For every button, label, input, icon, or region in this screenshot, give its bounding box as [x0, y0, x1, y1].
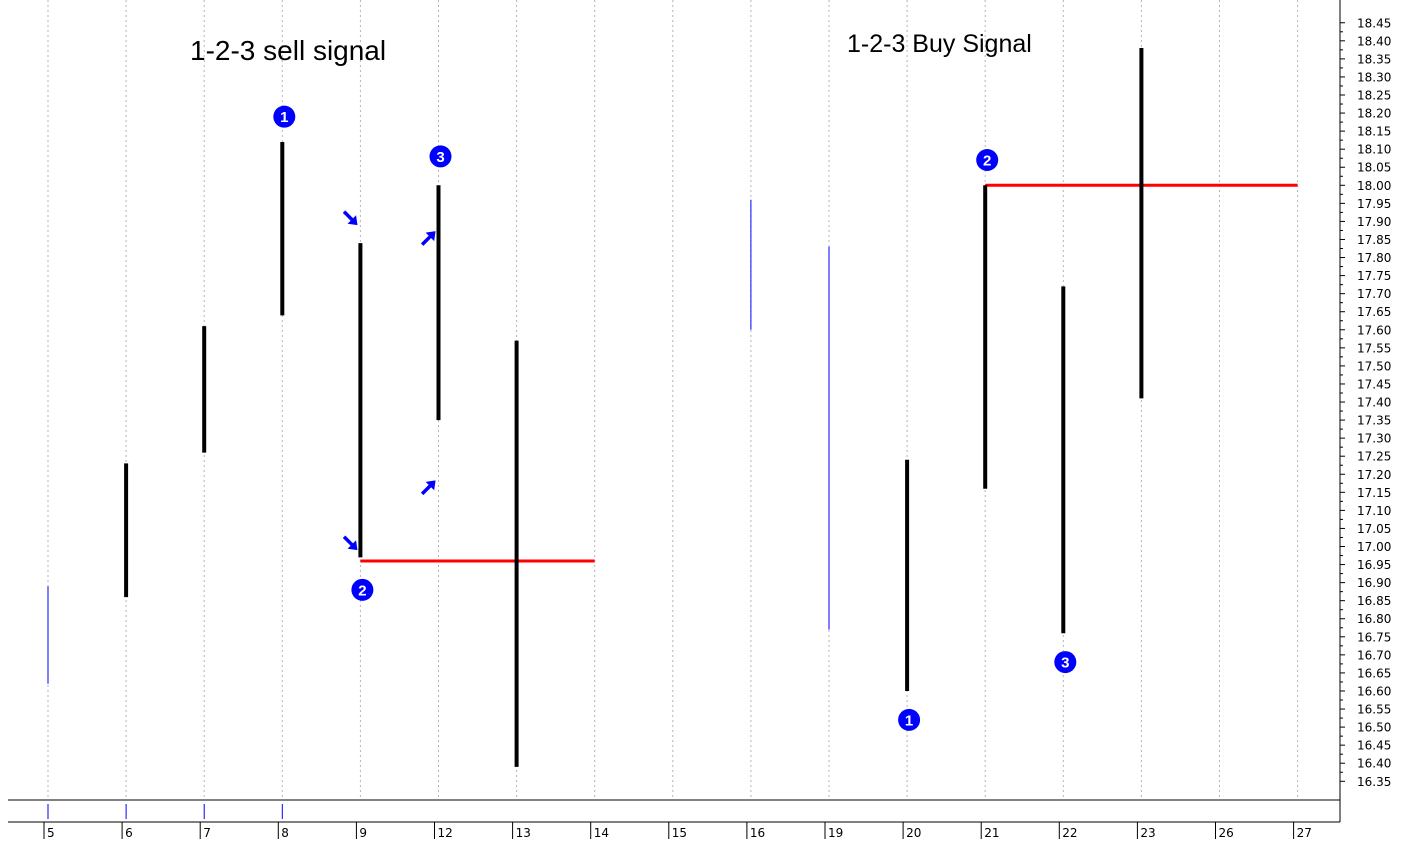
- y-tick-label: 17.60: [1357, 323, 1391, 337]
- x-tick-label: 9: [359, 826, 367, 840]
- marker-label: 1: [905, 712, 913, 729]
- x-tick-label: 6: [125, 826, 133, 840]
- marker-label: 3: [436, 149, 444, 166]
- y-tick-label: 17.40: [1357, 396, 1391, 410]
- signal-marker: 3: [429, 145, 452, 168]
- y-tick-label: 17.25: [1357, 450, 1391, 464]
- y-tick-label: 17.30: [1357, 432, 1391, 446]
- y-tick-label: 18.40: [1357, 34, 1391, 48]
- y-tick-label: 17.70: [1357, 287, 1391, 301]
- marker-label: 1: [280, 109, 288, 126]
- y-tick-label: 16.60: [1357, 684, 1391, 698]
- arrow-icon: [342, 535, 358, 551]
- y-tick-label: 16.65: [1357, 666, 1391, 680]
- y-tick-label: 17.85: [1357, 233, 1391, 247]
- y-tick-label: 17.65: [1357, 305, 1391, 319]
- y-tick-label: 17.20: [1357, 468, 1391, 482]
- y-tick-label: 17.05: [1357, 522, 1391, 536]
- y-tick-label: 17.45: [1357, 377, 1391, 391]
- buy-signal-title: 1-2-3 Buy Signal: [847, 30, 1032, 58]
- y-tick-label: 18.30: [1357, 70, 1391, 84]
- signal-marker: 1: [898, 708, 921, 731]
- signal-markers: 1 2 3 1 2 3: [273, 105, 1077, 731]
- marker-circle: [898, 708, 921, 731]
- x-tick-label: 12: [438, 826, 453, 840]
- x-tick-label: 27: [1297, 826, 1312, 840]
- marker-label: 3: [1061, 655, 1069, 672]
- x-tick-label: 26: [1219, 826, 1234, 840]
- marker-circle: [429, 145, 452, 168]
- y-tick-label: 16.55: [1357, 703, 1391, 717]
- arrow-icon: [342, 210, 358, 226]
- y-tick-label: 16.95: [1357, 558, 1391, 572]
- price-bars: [47, 48, 1144, 767]
- signal-marker: 2: [976, 149, 999, 172]
- y-tick-label: 16.40: [1357, 757, 1391, 771]
- y-tick-label: 17.90: [1357, 215, 1391, 229]
- x-tick-label: 22: [1062, 826, 1077, 840]
- x-tick-label: 13: [516, 826, 531, 840]
- y-tick-label: 17.55: [1357, 341, 1391, 355]
- y-axis: 16.35 16.40 16.45 16.50 16.55 16.60 16.65 16.70…: [1340, 16, 1391, 789]
- y-tick-label: 16.45: [1357, 739, 1391, 753]
- x-tick-label: 5: [47, 826, 55, 840]
- y-tick-label: 18.25: [1357, 89, 1391, 103]
- y-tick-label: 17.50: [1357, 359, 1391, 373]
- marker-circle: [351, 578, 374, 601]
- y-tick-label: 16.90: [1357, 576, 1391, 590]
- signal-marker: 3: [1054, 651, 1077, 674]
- y-tick-label: 16.75: [1357, 630, 1391, 644]
- marker-circle: [1054, 651, 1077, 674]
- y-tick-label: 16.80: [1357, 612, 1391, 626]
- y-tick-label: 18.10: [1357, 143, 1391, 157]
- y-tick-label: 17.80: [1357, 251, 1391, 265]
- x-tick-label: 7: [203, 826, 211, 840]
- y-tick-label: 18.00: [1357, 179, 1391, 193]
- signal-marker: 1: [273, 105, 296, 128]
- x-tick-label: 16: [750, 826, 765, 840]
- marker-circle: [976, 149, 999, 172]
- y-tick-label: 17.15: [1357, 486, 1391, 500]
- y-tick-label: 16.50: [1357, 721, 1391, 735]
- y-tick-label: 18.35: [1357, 52, 1391, 66]
- marker-circle: [273, 105, 296, 128]
- x-tick-label: 8: [281, 826, 289, 840]
- y-tick-label: 18.05: [1357, 161, 1391, 175]
- sell-signal-title: 1-2-3 sell signal: [190, 35, 386, 66]
- y-tick-label: 18.15: [1357, 125, 1391, 139]
- y-tick-label: 17.10: [1357, 504, 1391, 518]
- marker-label: 2: [358, 582, 366, 599]
- y-tick-label: 17.95: [1357, 197, 1391, 211]
- y-tick-label: 17.35: [1357, 414, 1391, 428]
- marker-label: 2: [983, 153, 991, 170]
- x-tick-label: 19: [828, 826, 843, 840]
- arrow-icon: [420, 480, 436, 496]
- arrow-annotations: [342, 210, 436, 551]
- y-tick-label: 17.75: [1357, 269, 1391, 283]
- y-tick-label: 16.70: [1357, 648, 1391, 662]
- x-tick-label: 23: [1140, 826, 1155, 840]
- x-tick-label: 14: [594, 826, 609, 840]
- y-tick-label: 18.20: [1357, 107, 1391, 121]
- x-tick-label: 21: [984, 826, 999, 840]
- arrow-icon: [420, 231, 436, 246]
- y-tick-label: 18.45: [1357, 16, 1391, 30]
- y-tick-label: 16.85: [1357, 594, 1391, 608]
- y-tick-label: 17.00: [1357, 540, 1391, 554]
- signal-marker: 2: [351, 578, 374, 601]
- vertical-grid: [47, 0, 1299, 800]
- x-axis: 5 6 7 8 9 12 13 14 15 16 19 20 21 22 23 26 27: [43, 822, 1312, 840]
- x-tick-label: 15: [672, 826, 687, 840]
- y-tick-label: 16.35: [1357, 775, 1391, 789]
- x-tick-label: 20: [906, 826, 921, 840]
